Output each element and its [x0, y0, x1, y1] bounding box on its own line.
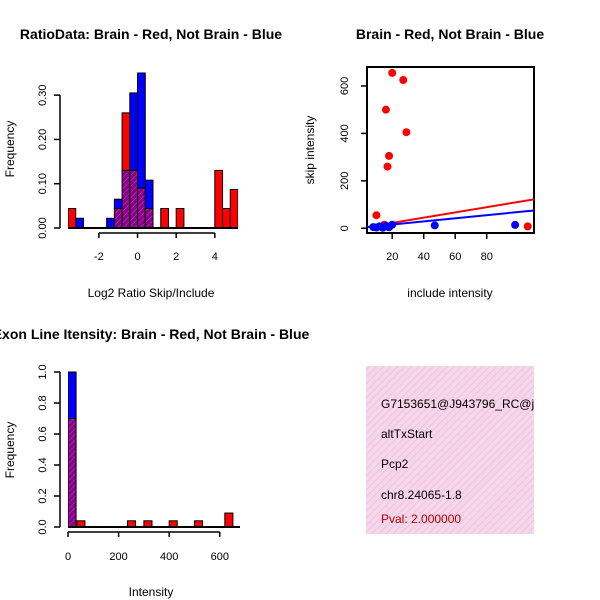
scatter-point-red [385, 151, 394, 160]
ratio-xlabel: Log2 Ratio Skip/Include [88, 286, 215, 300]
scatter-x-tick-label: 40 [418, 251, 430, 263]
scatter-title: Brain - Red, Not Brain - Blue [356, 26, 544, 42]
scatter-y-tick-label: 0 [339, 225, 351, 231]
scatter-point-blue [430, 221, 439, 230]
ratio-bar-top [75, 217, 84, 229]
ratio-bar-top [137, 72, 146, 189]
intensity-x-tick-label: 600 [211, 551, 229, 563]
info-pval: Pval: 2.000000 [381, 512, 461, 526]
ratio-x-tick-label: -2 [94, 251, 104, 263]
intensity-bar-top [224, 512, 234, 528]
info-event: altTxStart [381, 427, 433, 441]
ratio-bar-top [160, 208, 169, 229]
ratio-x-tick-label: 2 [173, 251, 179, 263]
ratio-bar-overlap [113, 208, 123, 229]
intensity-bars [68, 371, 234, 528]
intensity-bar-overlap [68, 418, 77, 528]
intensity-y-tick-label: 0.0 [37, 519, 49, 534]
intensity-y-tick-label: 0.6 [37, 426, 49, 441]
intensity-x-tick-label: 400 [160, 551, 178, 563]
ratio-y-tick-label: 0.10 [37, 173, 49, 194]
intensity-axes: 0 200 400 600 0.0 0.2 0.4 0.6 0.8 1.0 [37, 364, 240, 563]
scatter-point-red [372, 211, 381, 220]
ratio-bar-top [175, 208, 185, 229]
scatter-ylabel: skip intensity [303, 116, 317, 185]
ratio-bar-overlap [121, 169, 131, 229]
ratio-bar-top [144, 179, 154, 210]
intensity-bar-top [68, 371, 77, 419]
ratio-bar-top [229, 188, 238, 229]
scatter-y-tick-label: 400 [339, 124, 351, 142]
ratio-bar-top [222, 208, 231, 229]
scatter-point-red [381, 105, 390, 114]
ratio-bar-top [106, 217, 115, 229]
scatter-x-tick-label: 80 [481, 251, 493, 263]
info-location: chr8.24065-1.8 [381, 488, 462, 502]
scatter-plot-box [366, 66, 535, 234]
scatter-axes: 20 40 60 80 0 200 400 600 [339, 77, 493, 263]
intensity-y-tick-label: 1.0 [37, 364, 49, 379]
scatter-point-red [402, 128, 411, 137]
intensity-title: Exon Line Itensity: Brain - Red, Not Bra… [0, 326, 310, 342]
intensity-x-tick-label: 0 [65, 551, 71, 563]
scatter-y-tick-label: 600 [339, 77, 351, 95]
ratio-y-tick-label: 0.20 [37, 129, 49, 150]
ratio-bar-overlap [137, 187, 146, 229]
ratio-histogram-panel: -2 0 2 4 0.00 0.10 0.20 0.30 RatioData: Brain -… [3, 26, 282, 300]
scatter-y-tick-label: 200 [339, 172, 351, 190]
scatter-point-red [399, 76, 408, 85]
scatter-x-tick-label: 60 [449, 251, 461, 263]
intensity-y-tick-label: 0.8 [37, 395, 49, 410]
ratio-axes: -2 0 2 4 0.00 0.10 0.20 0.30 [37, 84, 238, 263]
scatter-point-blue [511, 220, 520, 229]
ratio-bar-top [214, 169, 224, 229]
ratio-bar-top [68, 208, 77, 229]
info-background [366, 366, 534, 534]
scatter-points [369, 68, 532, 232]
ratio-bars [68, 72, 238, 229]
ratio-x-tick-label: 0 [134, 251, 140, 263]
scatter-point-blue [388, 220, 397, 229]
info-id: G7153651@J943796_RC@j_at [381, 397, 551, 411]
ratio-title: RatioData: Brain - Red, Not Brain - Blue [20, 26, 282, 42]
intensity-ylabel: Frequency [3, 422, 17, 479]
scatter-point-red [523, 222, 532, 231]
intensity-scatter-panel: 20 40 60 80 0 200 400 600 Brain - Red, Not Brai… [303, 26, 544, 300]
ratio-bar-top [113, 198, 123, 210]
ratio-x-tick-label: 4 [212, 251, 218, 263]
ratio-bar-overlap [144, 208, 154, 229]
ratio-bar-top [129, 92, 139, 171]
ratio-bar-overlap [129, 169, 139, 229]
intensity-x-tick-label: 200 [109, 551, 127, 563]
intensity-y-tick-label: 0.2 [37, 488, 49, 503]
scatter-xlabel: include intensity [407, 286, 492, 300]
intensity-y-tick-label: 0.4 [37, 457, 49, 472]
info-gene: Pcp2 [381, 457, 409, 471]
intensity-histogram-panel: 0 200 400 600 0.0 0.2 0.4 0.6 0.8 1.0 Exon Line I… [0, 326, 310, 599]
ratio-y-tick-label: 0.00 [37, 217, 49, 238]
ratio-bar-top [121, 112, 131, 171]
scatter-point-red [388, 68, 397, 77]
ratio-y-tick-label: 0.30 [37, 84, 49, 105]
info-panel: G7153651@J943796_RC@j_at altTxStart Pcp2… [366, 366, 551, 534]
ratio-ylabel: Frequency [3, 121, 17, 178]
intensity-xlabel: Intensity [129, 585, 174, 599]
scatter-x-tick-label: 20 [386, 251, 398, 263]
scatter-point-red [383, 162, 392, 171]
